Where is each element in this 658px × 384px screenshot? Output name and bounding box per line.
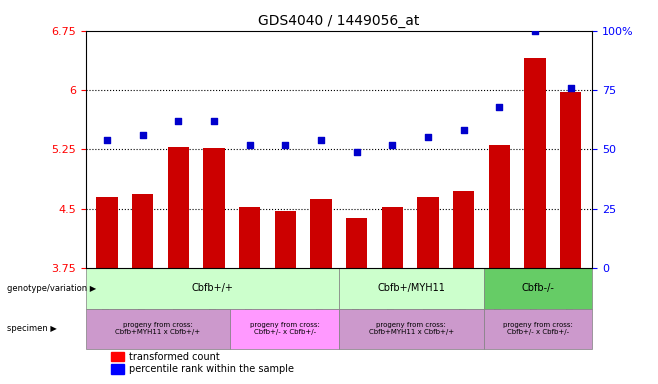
Text: transformed count: transformed count xyxy=(128,352,219,362)
Bar xyxy=(274,211,296,268)
Bar xyxy=(524,58,546,268)
Bar xyxy=(132,194,153,268)
Text: progeny from cross:
Cbfb+MYH11 x Cbfb+/+: progeny from cross: Cbfb+MYH11 x Cbfb+/+ xyxy=(115,323,201,335)
Point xyxy=(494,104,505,110)
FancyBboxPatch shape xyxy=(230,309,339,349)
Bar xyxy=(382,207,403,268)
Bar xyxy=(203,148,224,268)
Bar xyxy=(453,191,474,268)
Point xyxy=(173,118,184,124)
Point xyxy=(530,28,540,34)
Point xyxy=(423,134,434,141)
Text: progeny from cross:
Cbfb+/- x Cbfb+/-: progeny from cross: Cbfb+/- x Cbfb+/- xyxy=(249,323,320,335)
FancyBboxPatch shape xyxy=(339,309,484,349)
Bar xyxy=(239,207,261,268)
Point xyxy=(316,137,326,143)
Text: Cbfb+/+: Cbfb+/+ xyxy=(191,283,233,293)
Bar xyxy=(111,364,124,374)
Text: progeny from cross:
Cbfb+MYH11 x Cbfb+/+: progeny from cross: Cbfb+MYH11 x Cbfb+/+ xyxy=(368,323,454,335)
Point xyxy=(102,137,113,143)
Point xyxy=(351,149,362,155)
Text: progeny from cross:
Cbfb+/- x Cbfb+/-: progeny from cross: Cbfb+/- x Cbfb+/- xyxy=(503,323,573,335)
FancyBboxPatch shape xyxy=(339,268,484,309)
Bar xyxy=(346,218,367,268)
Point xyxy=(565,84,576,91)
FancyBboxPatch shape xyxy=(484,268,592,309)
Bar xyxy=(96,197,118,268)
FancyBboxPatch shape xyxy=(86,268,339,309)
Point xyxy=(138,132,148,138)
Text: genotype/variation ▶: genotype/variation ▶ xyxy=(7,284,96,293)
FancyBboxPatch shape xyxy=(484,309,592,349)
Point xyxy=(459,127,469,133)
Text: Cbfb+/MYH11: Cbfb+/MYH11 xyxy=(377,283,445,293)
Bar xyxy=(489,146,510,268)
Title: GDS4040 / 1449056_at: GDS4040 / 1449056_at xyxy=(258,14,420,28)
Bar xyxy=(560,92,582,268)
Bar xyxy=(417,197,439,268)
Text: Cbfb-/-: Cbfb-/- xyxy=(522,283,554,293)
Text: percentile rank within the sample: percentile rank within the sample xyxy=(128,364,293,374)
FancyBboxPatch shape xyxy=(86,309,230,349)
Point xyxy=(244,141,255,147)
Point xyxy=(280,141,291,147)
Point xyxy=(387,141,397,147)
Text: specimen ▶: specimen ▶ xyxy=(7,324,57,333)
Bar xyxy=(168,147,189,268)
Point xyxy=(209,118,219,124)
Bar xyxy=(111,352,124,361)
Bar xyxy=(311,199,332,268)
